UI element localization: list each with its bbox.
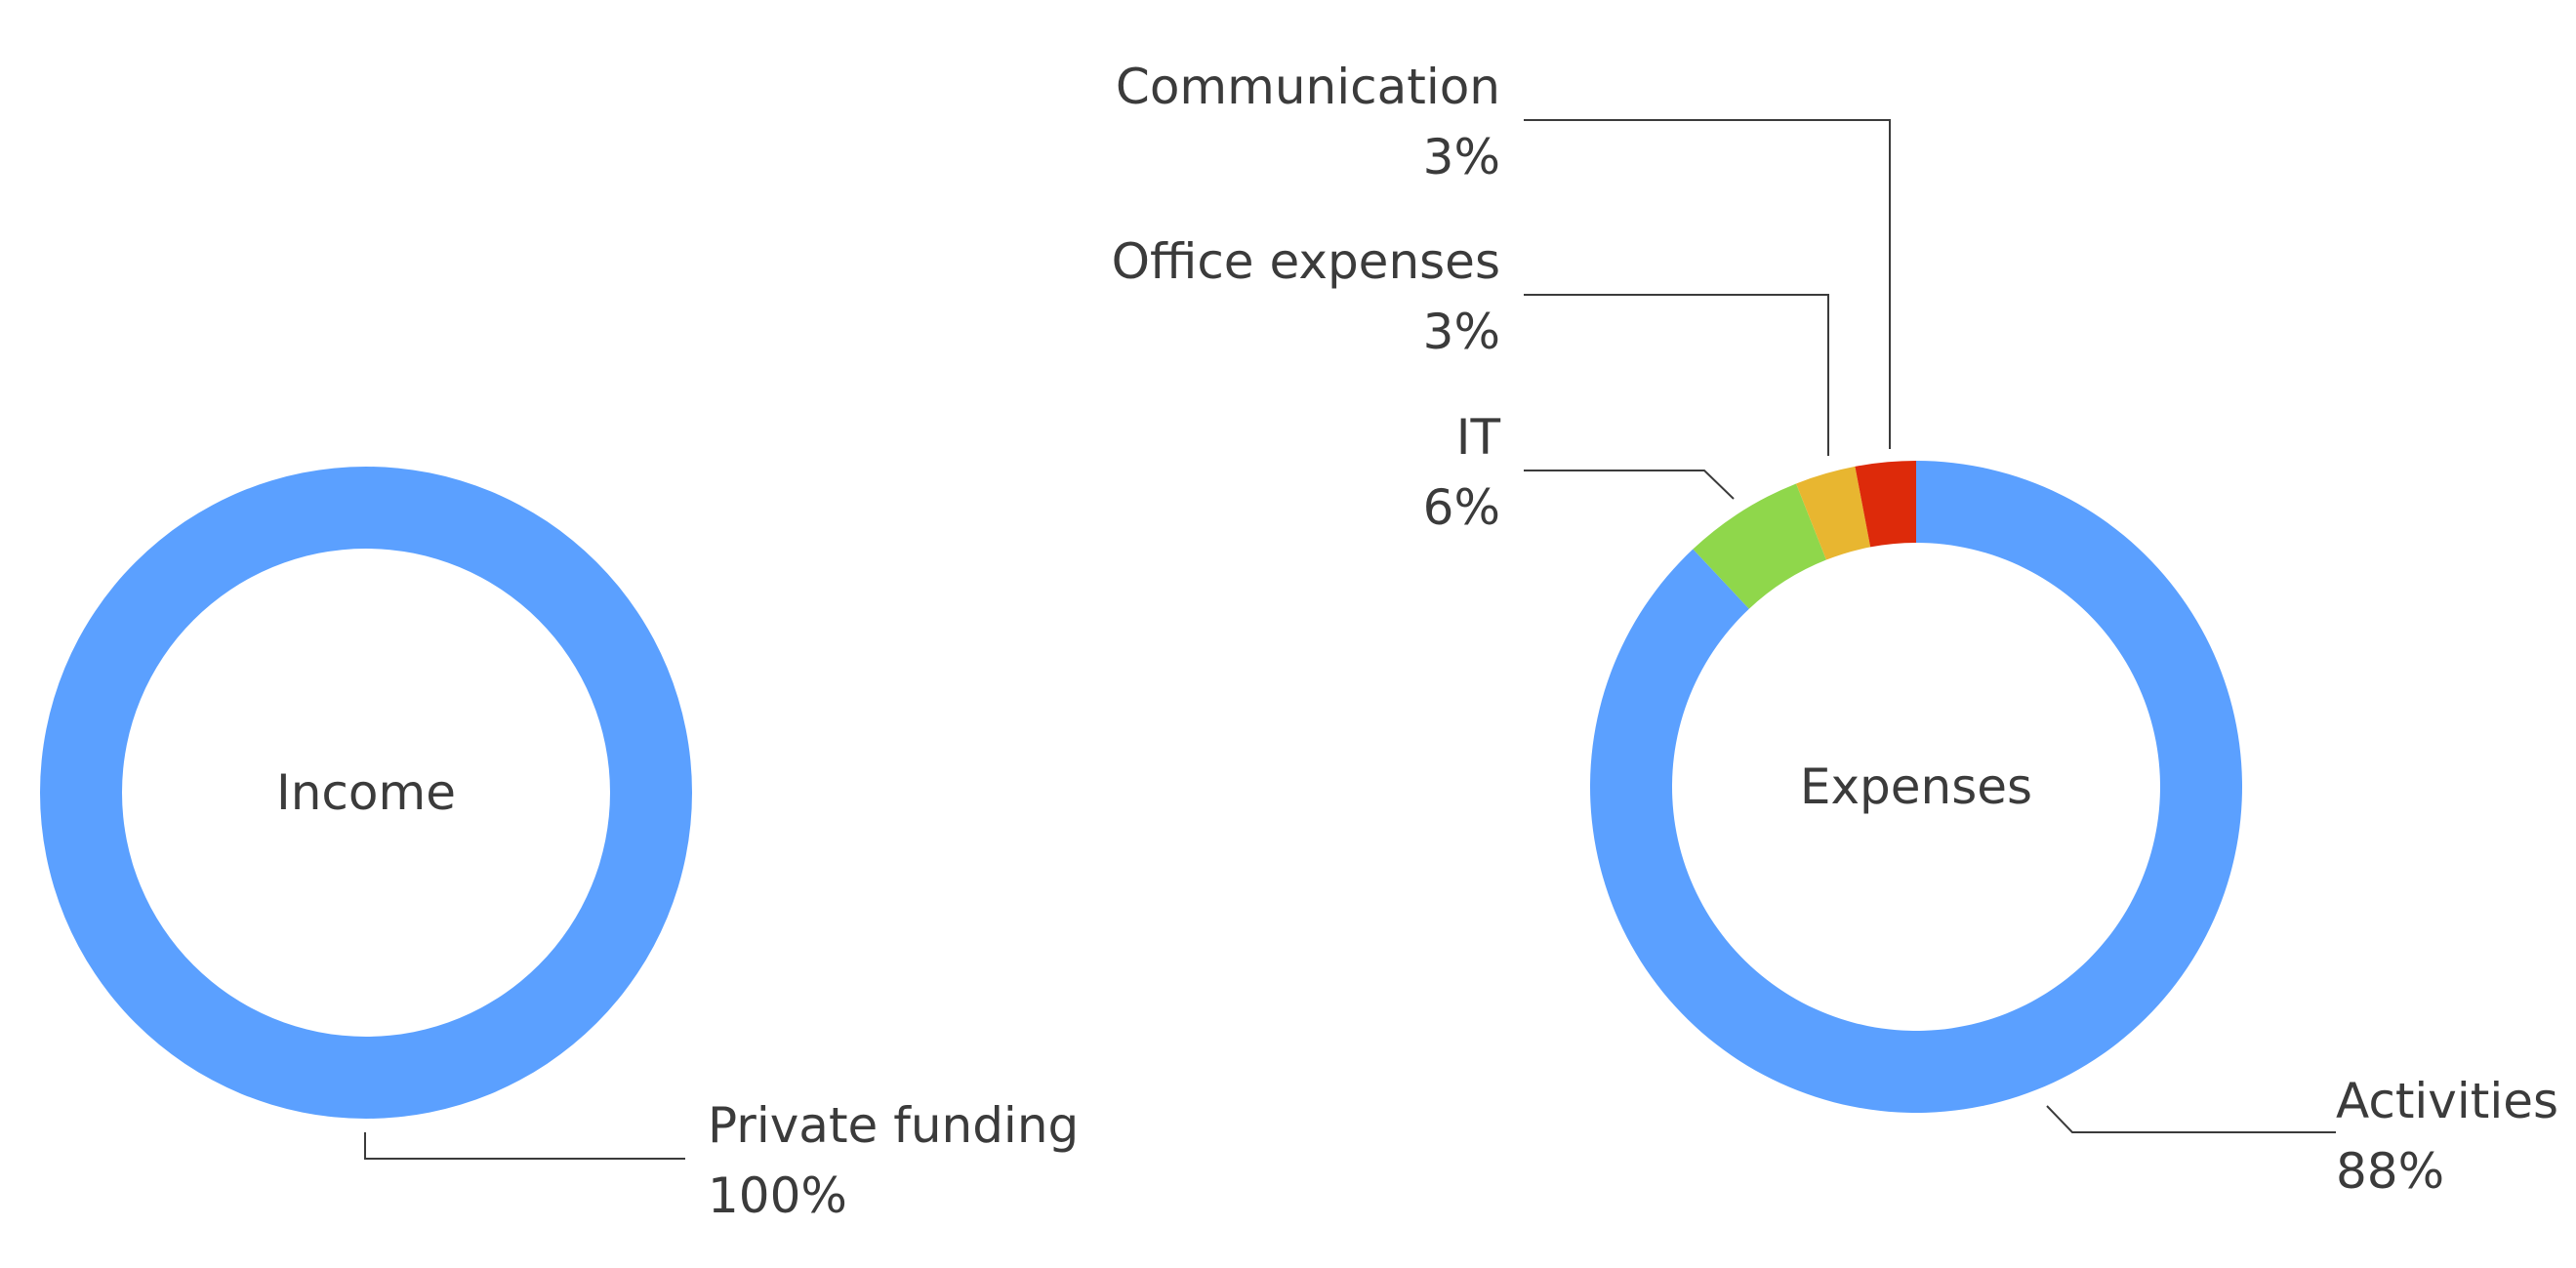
slice-office-expenses (1796, 466, 1871, 560)
slice-percent-it: 6% (1423, 479, 1500, 536)
slice-label-private-funding: Private funding (708, 1097, 1079, 1154)
slice-communication (1855, 461, 1916, 548)
slice-label-office-expenses: Office expenses (1112, 233, 1500, 290)
slice-label-communication: Communication (1116, 59, 1500, 115)
center-label-expenses: Expenses (1800, 758, 2032, 815)
slice-percent-private-funding: 100% (708, 1167, 847, 1224)
leader-line-communication (1524, 119, 1891, 449)
leader-line-activities (2046, 1105, 2336, 1133)
slice-percent-office-expenses: 3% (1423, 304, 1500, 360)
slice-it (1693, 483, 1826, 609)
slice-label-it: IT (1456, 409, 1501, 466)
slice-percent-activities: 88% (2336, 1143, 2444, 1200)
slice-label-activities: Activities (2336, 1073, 2558, 1129)
leader-line-office-expenses (1524, 294, 1829, 456)
center-label-income: Income (276, 764, 456, 821)
slice-percent-communication: 3% (1423, 129, 1500, 185)
leader-line-it (1524, 470, 1735, 500)
leader-line-private-funding (364, 1132, 685, 1160)
